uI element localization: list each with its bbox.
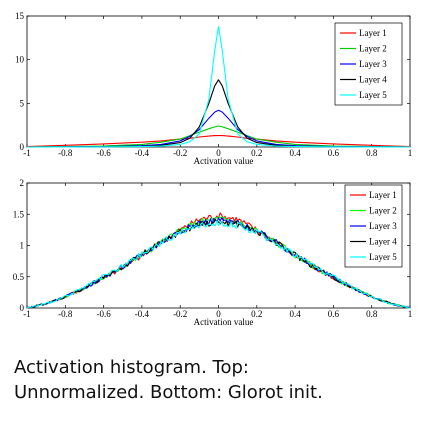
legend-label: Layer 3 bbox=[369, 221, 397, 231]
x-tick-label: -0.2 bbox=[173, 148, 187, 158]
y-tick-label: 1.5 bbox=[13, 209, 25, 219]
y-tick-label: 0.5 bbox=[13, 272, 25, 282]
series-line-layer-5 bbox=[26, 220, 410, 309]
x-tick-label: 0.8 bbox=[366, 148, 378, 158]
x-tick-label: 0 bbox=[216, 309, 221, 319]
top-histogram-plot: -1 -0.8 -0.6 -0.4 -0.2 0 0.2 0.4 0.6 0.8 1051015Ac… bbox=[15, 11, 412, 166]
y-tick-label: 10 bbox=[15, 55, 25, 65]
legend-label: Layer 1 bbox=[369, 190, 397, 200]
x-tick-label: 1 bbox=[408, 309, 413, 319]
x-tick-label: 0.2 bbox=[251, 309, 262, 319]
x-tick-label: 0.6 bbox=[328, 148, 340, 158]
series-line-layer-5 bbox=[26, 25, 411, 148]
legend-label: Layer 5 bbox=[369, 252, 397, 262]
x-tick-label: 1 bbox=[408, 148, 413, 158]
x-tick-label: 0.6 bbox=[328, 309, 340, 319]
legend-label: Layer 4 bbox=[359, 75, 387, 85]
y-tick-label: 0 bbox=[20, 303, 25, 313]
x-tick-label: -0.6 bbox=[96, 309, 111, 319]
legend-label: Layer 2 bbox=[359, 44, 387, 54]
x-tick-label: 0.4 bbox=[289, 148, 301, 158]
figure-caption: Activation histogram. Top: Unnormalized.… bbox=[14, 355, 424, 405]
legend-label: Layer 2 bbox=[369, 206, 397, 216]
x-tick-label: 0.2 bbox=[251, 148, 262, 158]
y-tick-label: 0 bbox=[20, 142, 25, 152]
y-tick-label: 5 bbox=[20, 98, 25, 108]
x-tick-label: -1 bbox=[23, 148, 31, 158]
x-tick-label: 0 bbox=[216, 148, 221, 158]
y-tick-label: 1 bbox=[20, 241, 25, 251]
caption-line-1: Activation histogram. Top: bbox=[14, 357, 249, 378]
caption-line-2: Unnormalized. Bottom: Glorot init. bbox=[14, 382, 323, 403]
x-tick-label: -0.8 bbox=[58, 148, 73, 158]
x-tick-label: 0.8 bbox=[366, 309, 378, 319]
x-axis-title: Activation value bbox=[194, 156, 254, 166]
series-line-layer-1 bbox=[26, 135, 411, 148]
x-tick-label: -0.4 bbox=[135, 309, 150, 319]
series-line-layer-4 bbox=[26, 218, 411, 309]
legend-label: Layer 4 bbox=[369, 237, 397, 247]
x-tick-label: -0.6 bbox=[96, 148, 111, 158]
legend-label: Layer 3 bbox=[359, 59, 387, 69]
y-tick-label: 15 bbox=[15, 11, 25, 21]
series-line-layer-3 bbox=[26, 109, 411, 148]
legend-label: Layer 1 bbox=[359, 28, 387, 38]
legend-label: Layer 5 bbox=[359, 90, 387, 100]
x-tick-label: -0.8 bbox=[58, 309, 73, 319]
x-tick-label: 0.4 bbox=[289, 309, 301, 319]
y-tick-label: 2 bbox=[20, 178, 25, 188]
bottom-histogram-plot: -1 -0.8 -0.6 -0.4 -0.2 0 0.2 0.4 0.6 0.8 1 0 0.5 1 1.5… bbox=[13, 178, 413, 327]
x-tick-label: -0.4 bbox=[135, 148, 150, 158]
x-tick-label: -0.2 bbox=[173, 309, 187, 319]
x-axis-title: Activation value bbox=[194, 317, 254, 327]
series-line-layer-2 bbox=[26, 125, 411, 148]
x-tick-label: -1 bbox=[23, 309, 31, 319]
